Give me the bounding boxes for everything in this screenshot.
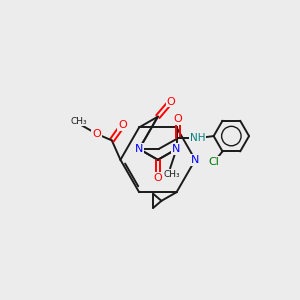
Text: O: O [167, 97, 175, 106]
Text: CH₃: CH₃ [164, 170, 180, 179]
Text: O: O [92, 129, 101, 139]
Text: O: O [154, 173, 162, 183]
Text: O: O [118, 120, 127, 130]
Text: O: O [174, 114, 182, 124]
Text: N: N [135, 144, 143, 154]
Text: Cl: Cl [208, 157, 219, 167]
Text: N: N [172, 144, 181, 154]
Text: N: N [191, 155, 200, 165]
Text: NH: NH [190, 133, 205, 143]
Text: CH₃: CH₃ [70, 117, 87, 126]
